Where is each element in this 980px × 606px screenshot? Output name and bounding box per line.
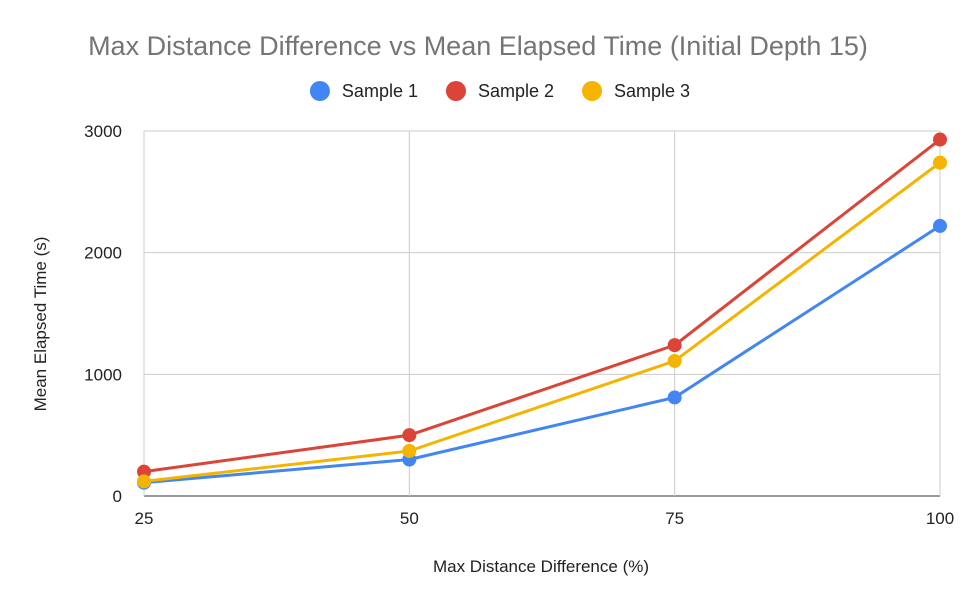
legend-item-3: Sample 3 — [582, 81, 690, 101]
data-point — [933, 218, 947, 233]
data-point — [667, 353, 682, 368]
y-axis-title: Mean Elapsed Time (s) — [31, 237, 50, 412]
series-line — [142, 161, 942, 483]
legend-marker — [445, 81, 466, 101]
x-axis-title: Max Distance Difference (%) — [433, 557, 649, 576]
x-tick-label: 75 — [665, 509, 684, 528]
legend-label: Sample 1 — [342, 81, 418, 101]
data-point — [667, 338, 682, 353]
legend-marker — [309, 81, 330, 101]
x-tick-label: 50 — [400, 509, 419, 528]
y-tick-label: 0 — [113, 487, 122, 506]
x-axis-ticks: 25 50 75 100 — [135, 509, 955, 528]
series-line — [142, 224, 942, 485]
data-point — [933, 155, 947, 170]
y-tick-label: 2000 — [84, 244, 122, 263]
legend-item-1: Sample 1 — [309, 81, 418, 101]
y-tick-label: 3000 — [84, 122, 122, 141]
series-2 — [137, 132, 947, 479]
y-axis-ticks: 0 1000 2000 3000 — [84, 122, 122, 506]
data-point — [933, 132, 947, 147]
legend: Sample 1 Sample 2 Sample 3 — [309, 81, 690, 101]
data-point — [402, 443, 417, 458]
x-tick-label: 25 — [135, 509, 154, 528]
data-point — [667, 390, 682, 405]
gridlines — [143, 130, 941, 497]
data-point — [137, 474, 151, 489]
data-point — [402, 428, 417, 443]
series-1 — [137, 218, 947, 490]
legend-label: Sample 3 — [614, 81, 690, 101]
series-3 — [137, 155, 947, 489]
legend-marker — [582, 81, 603, 101]
legend-item-2: Sample 2 — [445, 81, 554, 101]
x-tick-label: 100 — [926, 509, 954, 528]
y-tick-label: 1000 — [84, 365, 122, 384]
series-layer — [137, 132, 947, 490]
series-line — [142, 138, 942, 474]
data-point — [137, 464, 151, 479]
legend-label: Sample 2 — [478, 81, 554, 101]
chart-title: Max Distance Difference vs Mean Elapsed … — [88, 31, 868, 61]
